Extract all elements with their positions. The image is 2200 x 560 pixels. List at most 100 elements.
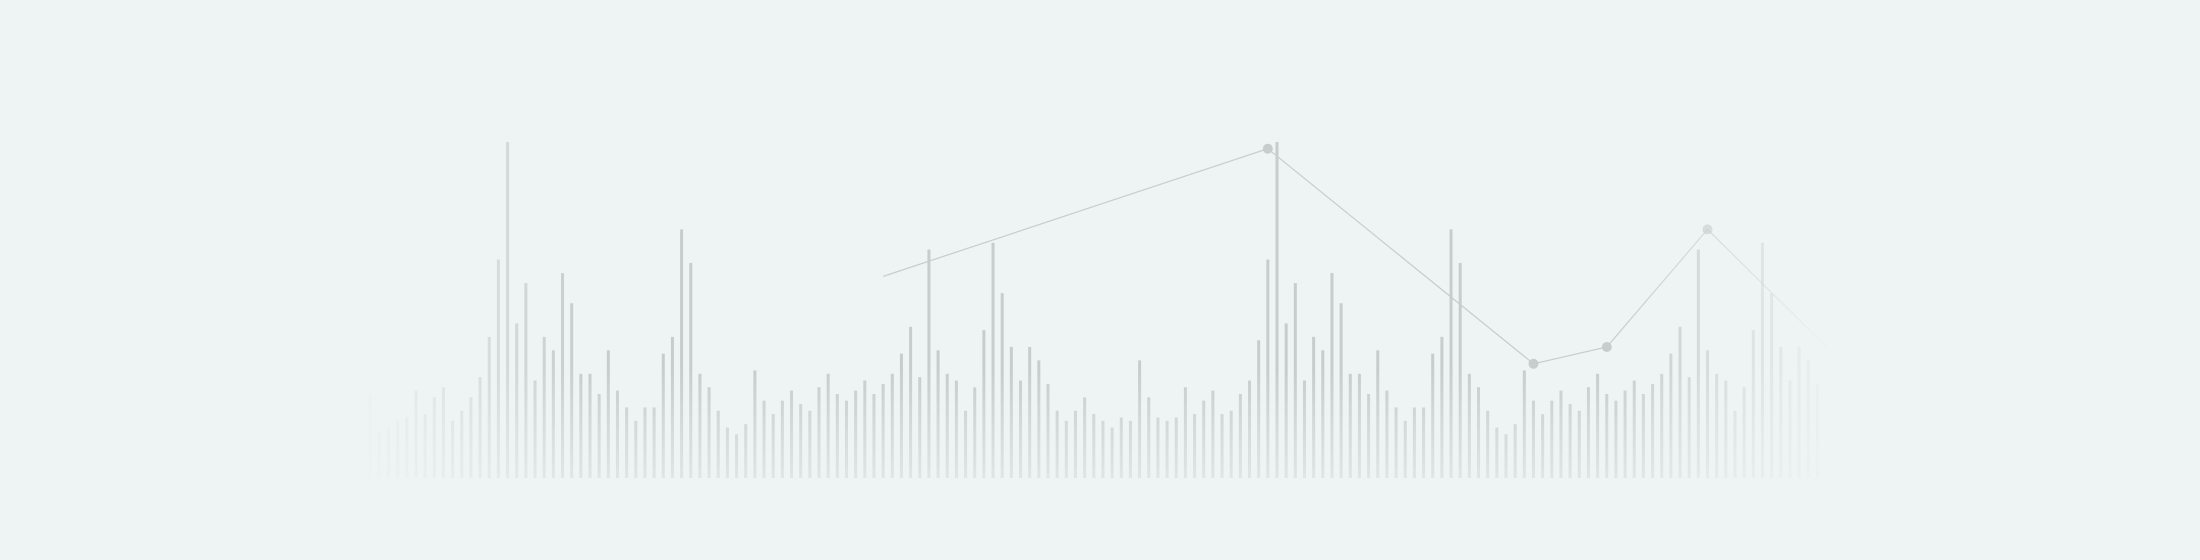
chart-bar <box>1403 420 1407 478</box>
chart-bar <box>451 420 455 478</box>
chart-bar <box>1760 242 1764 478</box>
chart-bar <box>680 229 684 478</box>
chart-bar <box>423 414 427 478</box>
chart-bar <box>1284 323 1288 478</box>
chart-bar <box>973 387 977 478</box>
chart-bar <box>1312 336 1316 478</box>
chart-bar <box>954 380 958 478</box>
chart-bar <box>909 326 913 478</box>
chart-bar <box>817 387 821 478</box>
chart-bar <box>753 370 757 478</box>
chart-bar <box>1724 380 1728 478</box>
chart-bar <box>377 430 381 478</box>
chart-bar <box>1559 390 1563 478</box>
chart-bar <box>1449 229 1453 478</box>
chart-bar <box>1550 400 1554 478</box>
chart-bar <box>1577 410 1581 478</box>
chart-bar <box>588 373 592 478</box>
chart-bar <box>936 350 940 478</box>
chart-bar <box>744 424 748 478</box>
chart-bar <box>1651 383 1655 478</box>
chart-bar <box>1202 400 1206 478</box>
chart-bar <box>524 283 528 478</box>
chart-bar <box>1568 404 1572 478</box>
chart-bar <box>561 273 565 478</box>
chart-bar <box>533 380 537 478</box>
chart-bar <box>945 373 949 478</box>
chart-bar <box>918 377 922 478</box>
chart-bar <box>1458 262 1462 478</box>
chart-bar <box>1000 293 1004 478</box>
chart-bar <box>1128 420 1132 478</box>
chart-bar <box>762 400 766 478</box>
chart-bar <box>1348 373 1352 478</box>
chart-bar <box>698 373 702 478</box>
chart-bar <box>1257 340 1261 478</box>
chart-bar <box>1046 383 1050 478</box>
chart-bar <box>1357 373 1361 478</box>
chart-bar <box>1248 380 1252 478</box>
chart-bar <box>1706 350 1710 478</box>
chart-bar <box>515 323 519 478</box>
chart-bar <box>716 410 720 478</box>
chart-bar <box>368 394 372 478</box>
chart-bar <box>1751 330 1755 478</box>
chart-bar <box>506 142 510 478</box>
chart-bar <box>615 390 619 478</box>
chart-bar <box>1733 410 1737 478</box>
chart-bar <box>1138 360 1142 478</box>
chart-bar <box>1770 293 1774 478</box>
chart-bar <box>1788 380 1792 478</box>
chart-bar <box>844 400 848 478</box>
chart-bar <box>1477 387 1481 478</box>
chart-bar <box>890 373 894 478</box>
chart-bar <box>1165 420 1169 478</box>
chart-bar <box>790 390 794 478</box>
chart-bar <box>396 420 400 478</box>
chart-bar <box>1302 380 1306 478</box>
chart-bar <box>652 407 656 478</box>
chart-bar <box>597 394 601 478</box>
chart-bar <box>542 336 546 478</box>
chart-bar <box>1073 410 1077 478</box>
chart-bar <box>1495 427 1499 478</box>
chart-point <box>1262 143 1273 154</box>
chart-line <box>882 148 1828 365</box>
chart-bar <box>1330 273 1334 478</box>
chart-bar <box>1641 394 1645 478</box>
chart-bar <box>1092 414 1096 478</box>
chart-bar <box>441 387 445 478</box>
chart-bar <box>1486 410 1490 478</box>
chart-bar <box>735 434 739 478</box>
chart-bar <box>1019 380 1023 478</box>
chart-bar <box>771 414 775 478</box>
chart-bar <box>478 377 482 478</box>
chart-bar <box>1678 326 1682 478</box>
chart-bar <box>1513 424 1517 478</box>
chart-bar <box>1376 350 1380 478</box>
chart-bar <box>1632 380 1636 478</box>
chart-bar <box>982 330 986 478</box>
chart-bar <box>1541 414 1545 478</box>
chart-bar <box>625 407 629 478</box>
chart-bar <box>1394 407 1398 478</box>
chart-bar <box>469 397 473 478</box>
chart-bar <box>1440 336 1444 478</box>
chart-bar <box>643 407 647 478</box>
chart-bar <box>707 387 711 478</box>
chart-bar <box>964 410 968 478</box>
chart-bar <box>808 410 812 478</box>
chart-bar <box>1193 414 1197 478</box>
chart-bar <box>1238 394 1242 478</box>
chart-bar <box>1156 417 1160 478</box>
chart-bar <box>1009 346 1013 478</box>
chart-bar <box>1037 360 1041 478</box>
chart-bar <box>689 262 693 478</box>
chart-bar <box>835 394 839 478</box>
chart-bar <box>1815 383 1819 478</box>
chart-bar <box>1174 417 1178 478</box>
chart-bar <box>1321 350 1325 478</box>
chart-bar <box>725 427 729 478</box>
chart-bar <box>1028 346 1032 478</box>
